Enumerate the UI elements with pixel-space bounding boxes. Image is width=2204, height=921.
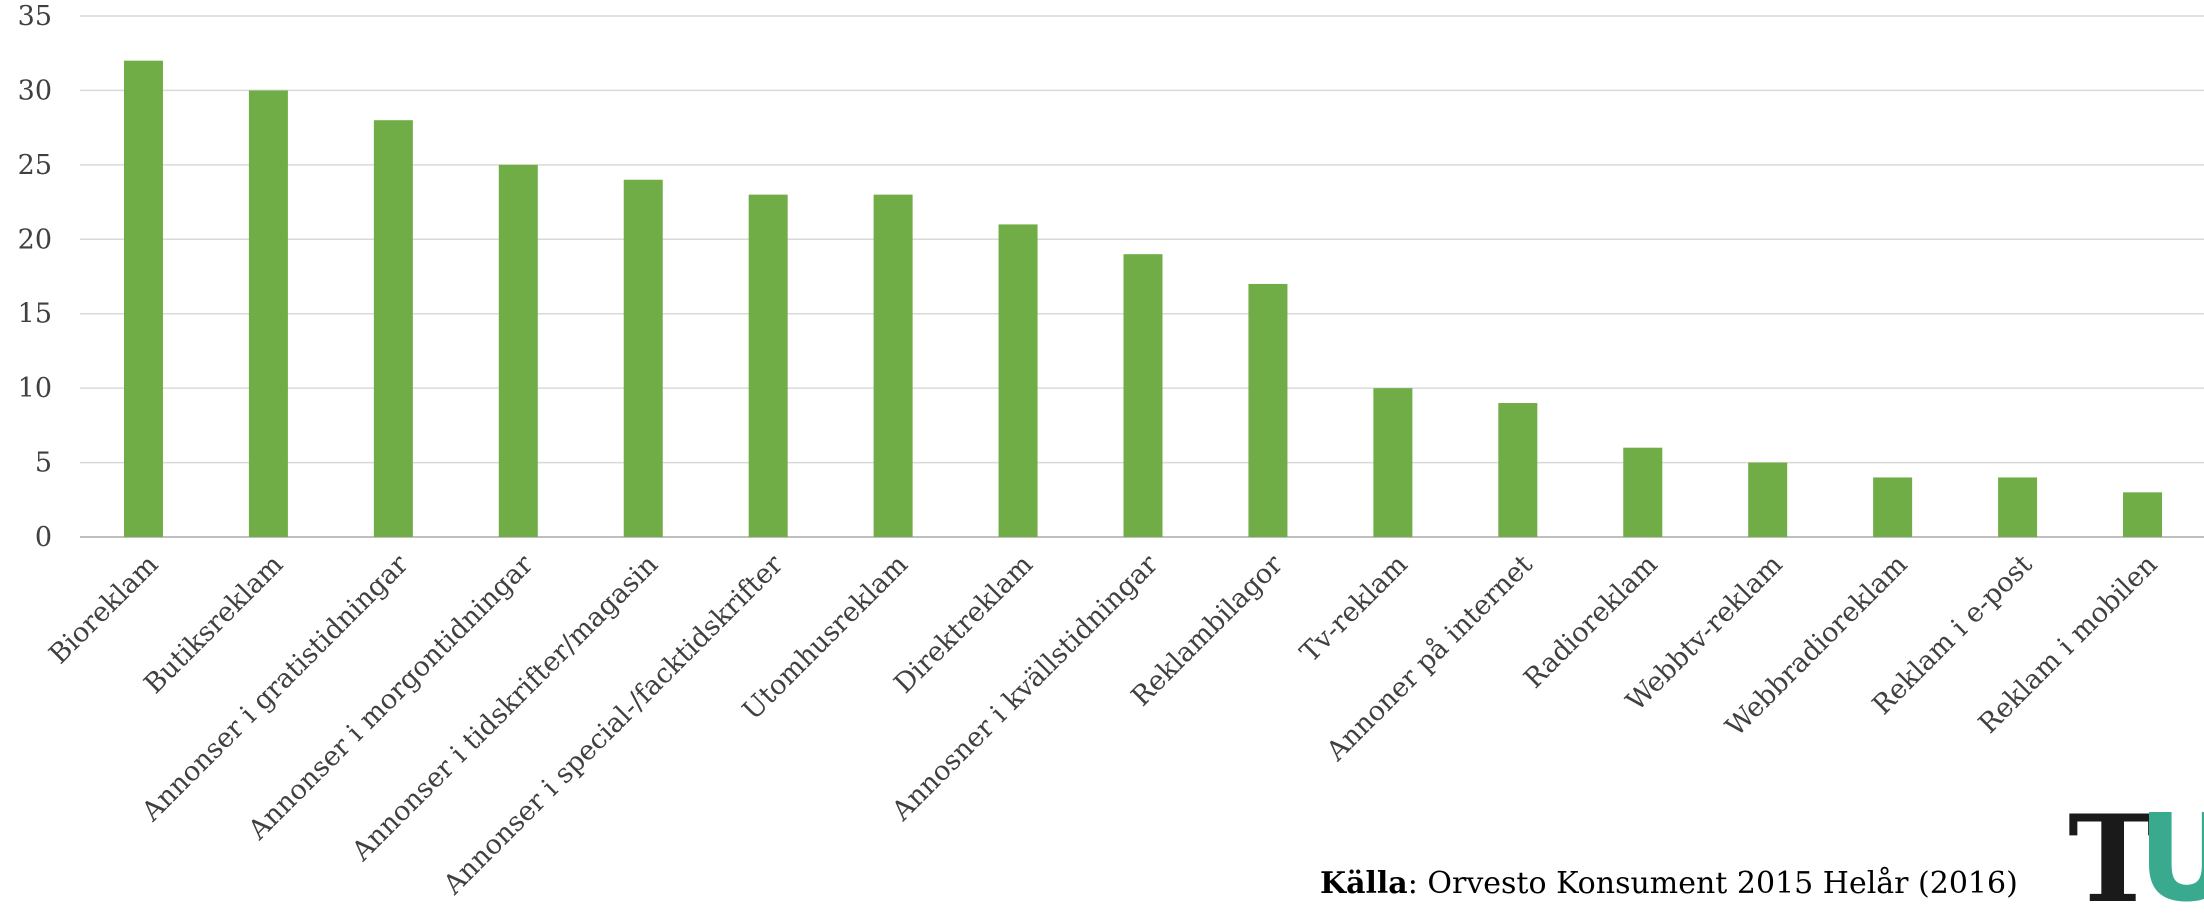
y-tick-label-4: 20 xyxy=(18,224,52,255)
y-tick-label-7: 35 xyxy=(18,1,52,32)
bar-7 xyxy=(998,224,1038,537)
x-tick-label-8: Annosner i kvällstidningar xyxy=(886,549,1165,828)
bar-0 xyxy=(123,60,163,538)
source-label: Källa xyxy=(1320,866,1408,901)
bar-6 xyxy=(873,194,913,537)
bar-10 xyxy=(1373,388,1413,537)
y-tick-label-5: 25 xyxy=(18,150,52,181)
bar-3 xyxy=(498,164,538,537)
y-tick-label-3: 15 xyxy=(18,299,52,330)
logo-letter-t: T xyxy=(2068,800,2158,921)
bar-11 xyxy=(1498,403,1538,537)
bar-15 xyxy=(1998,477,2038,537)
source-note: Källa: Orvesto Konsument 2015 Helår (201… xyxy=(1320,866,2018,901)
bar-16 xyxy=(2123,492,2163,537)
y-tick-label-1: 5 xyxy=(35,448,52,479)
y-tick-label-6: 30 xyxy=(18,75,52,106)
logo-letter-u: U xyxy=(2138,800,2204,921)
gridlines xyxy=(80,15,2204,538)
source-text: : Orvesto Konsument 2015 Helår (2016) xyxy=(1407,866,2018,901)
bars xyxy=(123,60,2163,538)
bar-8 xyxy=(1123,254,1163,537)
x-tick-label-11: Annoner på internet xyxy=(1319,548,1539,768)
logo: T U xyxy=(2068,800,2204,921)
bar-5 xyxy=(748,194,788,537)
bar-2 xyxy=(373,120,413,537)
bar-1 xyxy=(248,90,288,537)
bar-12 xyxy=(1623,447,1663,537)
y-tick-label-0: 0 xyxy=(35,522,52,553)
x-tick-label-10: Tv-reklam xyxy=(1294,549,1413,668)
x-tick-label-0: Bioreklam xyxy=(43,549,164,670)
x-tick-label-2: Annonser i gratistidningar xyxy=(135,549,414,828)
bar-9 xyxy=(1248,283,1288,537)
bar-14 xyxy=(1873,477,1913,537)
bar-4 xyxy=(623,179,663,537)
y-axis-ticks: 0 5 10 15 20 25 30 35 xyxy=(18,1,52,553)
y-tick-label-2: 10 xyxy=(18,373,52,404)
bar-13 xyxy=(1748,462,1788,537)
